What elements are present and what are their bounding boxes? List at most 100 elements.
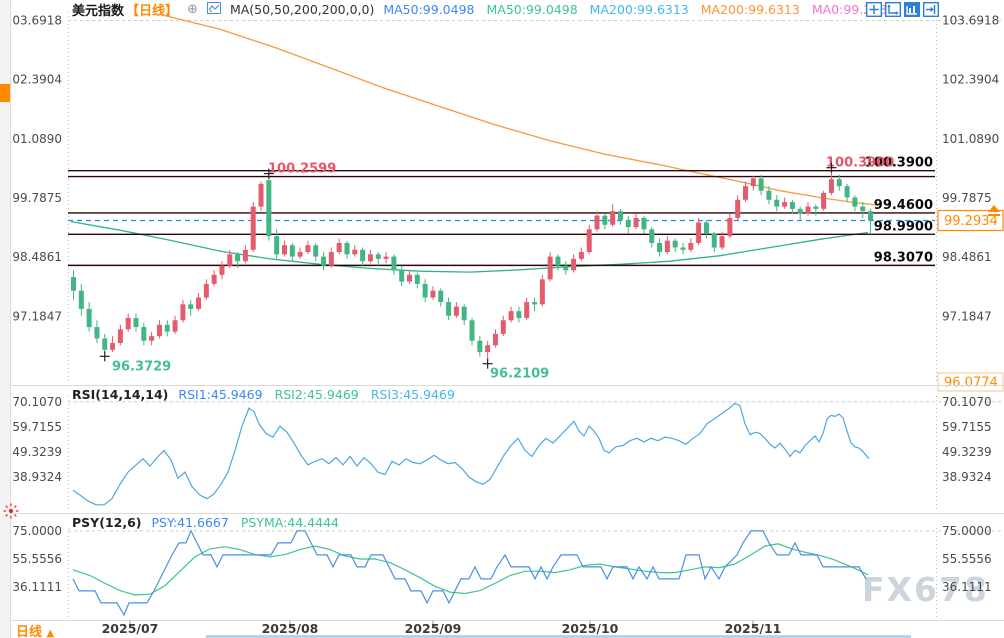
candle-body	[664, 240, 670, 253]
move-tool-icon[interactable]	[865, 1, 883, 18]
jump-to-latest-tool-icon[interactable]	[922, 1, 940, 18]
price-tick-left: 99.7875	[12, 191, 62, 205]
candle-body	[610, 211, 616, 225]
candle-body	[633, 217, 639, 228]
candle-body	[836, 179, 842, 187]
candle-body	[196, 297, 202, 309]
date-label: 2025/11	[725, 621, 782, 636]
psyma-line	[72, 543, 869, 596]
candle-body	[149, 336, 155, 341]
candle-body	[750, 178, 756, 187]
left-rail[interactable]	[0, 0, 11, 638]
date-label: 2025/07	[102, 621, 159, 636]
candle-body	[321, 256, 327, 266]
candle-body	[641, 217, 647, 230]
psy-tick-right: 55.5556	[942, 552, 992, 566]
psy-tick-left: 36.1111	[12, 580, 62, 594]
symbol-name: 美元指数	[72, 3, 125, 19]
candle-body	[188, 304, 194, 309]
candle-body	[94, 327, 100, 339]
candle-body	[743, 186, 749, 200]
date-label: 2025/10	[562, 621, 619, 636]
candle-body	[485, 345, 491, 353]
psy-title[interactable]: PSY(12,6)	[72, 515, 142, 530]
ma-legend-values: MA50:99.0498 MA50:99.0498 MA200:99.6313 MA2…	[383, 2, 895, 17]
candle-body	[860, 206, 866, 212]
rsi-tick-left: 38.9324	[12, 470, 62, 484]
price-tick-right: 98.4861	[942, 250, 992, 264]
ma-value-3: MA200:99.6313	[700, 1, 800, 17]
candle-body	[719, 236, 725, 248]
psy-tick-left: 55.5556	[12, 552, 62, 566]
candle-body	[250, 206, 256, 250]
ma200-line	[164, 14, 879, 206]
hot-indicator-icon[interactable]	[2, 502, 20, 520]
rsi-title[interactable]: RSI(14,14,14)	[72, 387, 169, 402]
psy-tick-left: 75.0000	[12, 524, 62, 538]
candle-body	[78, 290, 84, 309]
ma50-line	[70, 220, 869, 273]
candle-body	[532, 302, 538, 305]
axis-scale-tool-icon[interactable]	[884, 1, 902, 18]
candle-body	[235, 254, 241, 262]
mini-chart-icon	[206, 1, 221, 17]
candle-body	[461, 306, 467, 321]
price-tick-right: 101.0890	[942, 132, 999, 146]
candle-body	[86, 308, 92, 328]
rsi-tick-right: 49.3239	[942, 445, 992, 459]
candle-body	[414, 274, 420, 284]
rsi-tick-right: 70.1070	[942, 395, 992, 409]
candle-body	[821, 192, 827, 209]
price-tick-right: 103.6918	[942, 14, 999, 28]
candle-body	[219, 265, 225, 275]
rsi-legend-values: RSI1:45.9469 RSI2:45.9469 RSI3:45.9469	[178, 387, 455, 402]
candle-body	[649, 229, 655, 243]
candle-body	[422, 283, 428, 298]
candle-body	[539, 279, 545, 305]
candle-body	[766, 190, 772, 200]
candles-layer[interactable]	[71, 170, 874, 361]
price-tick-left: 98.4861	[12, 250, 62, 264]
candle-body	[735, 199, 741, 218]
rsi-tick-left: 49.3239	[12, 445, 62, 459]
current-price-box	[937, 209, 1004, 232]
candle-body	[672, 240, 678, 248]
candle-body	[492, 333, 498, 346]
level-price-label: 98.9900	[874, 219, 933, 234]
candle-body	[328, 252, 334, 266]
candle-body	[789, 202, 795, 209]
candle-body	[555, 256, 561, 266]
period-selector[interactable]: 日线 ▲	[16, 621, 54, 638]
candle-body	[703, 222, 709, 234]
candle-body	[828, 179, 834, 193]
candle-body	[172, 320, 178, 332]
rsi-line	[72, 402, 870, 506]
rsi-tick-right: 59.7155	[942, 420, 992, 434]
psy-header: PSY(12,6) PSY:41.6667 PSYMA:44.4444	[72, 515, 339, 530]
ma-value-2: MA200:99.6313	[589, 1, 689, 17]
level-price-label: 98.3070	[874, 250, 933, 265]
chart-style-tool-icon[interactable]	[904, 2, 920, 17]
candle-body	[313, 245, 319, 257]
candle-body	[266, 180, 272, 237]
candle-body	[352, 249, 358, 255]
candle-body	[430, 290, 436, 298]
period-selector-label: 日线	[16, 625, 43, 638]
indicator-params[interactable]: MA(50,50,200,200,0,0)	[229, 1, 375, 17]
candle-body	[852, 197, 858, 207]
candle-body	[242, 249, 248, 262]
rsi-header: RSI(14,14,14) RSI1:45.9469 RSI2:45.9469 RS…	[72, 387, 455, 402]
candle-body	[289, 245, 295, 257]
price-tick-left: 97.1847	[12, 309, 62, 323]
candle-body	[453, 306, 459, 316]
add-indicator-icon[interactable]: ⊕	[187, 1, 198, 17]
resistance-annotation: 100.2599	[268, 162, 336, 177]
psy-tick-right: 36.1111	[942, 580, 992, 594]
period-tag[interactable]: 【日线】	[126, 3, 179, 19]
candle-body	[711, 233, 717, 248]
candle-body	[547, 256, 553, 280]
candle-body	[399, 270, 405, 282]
scroll-to-latest-button[interactable]	[988, 205, 1000, 216]
